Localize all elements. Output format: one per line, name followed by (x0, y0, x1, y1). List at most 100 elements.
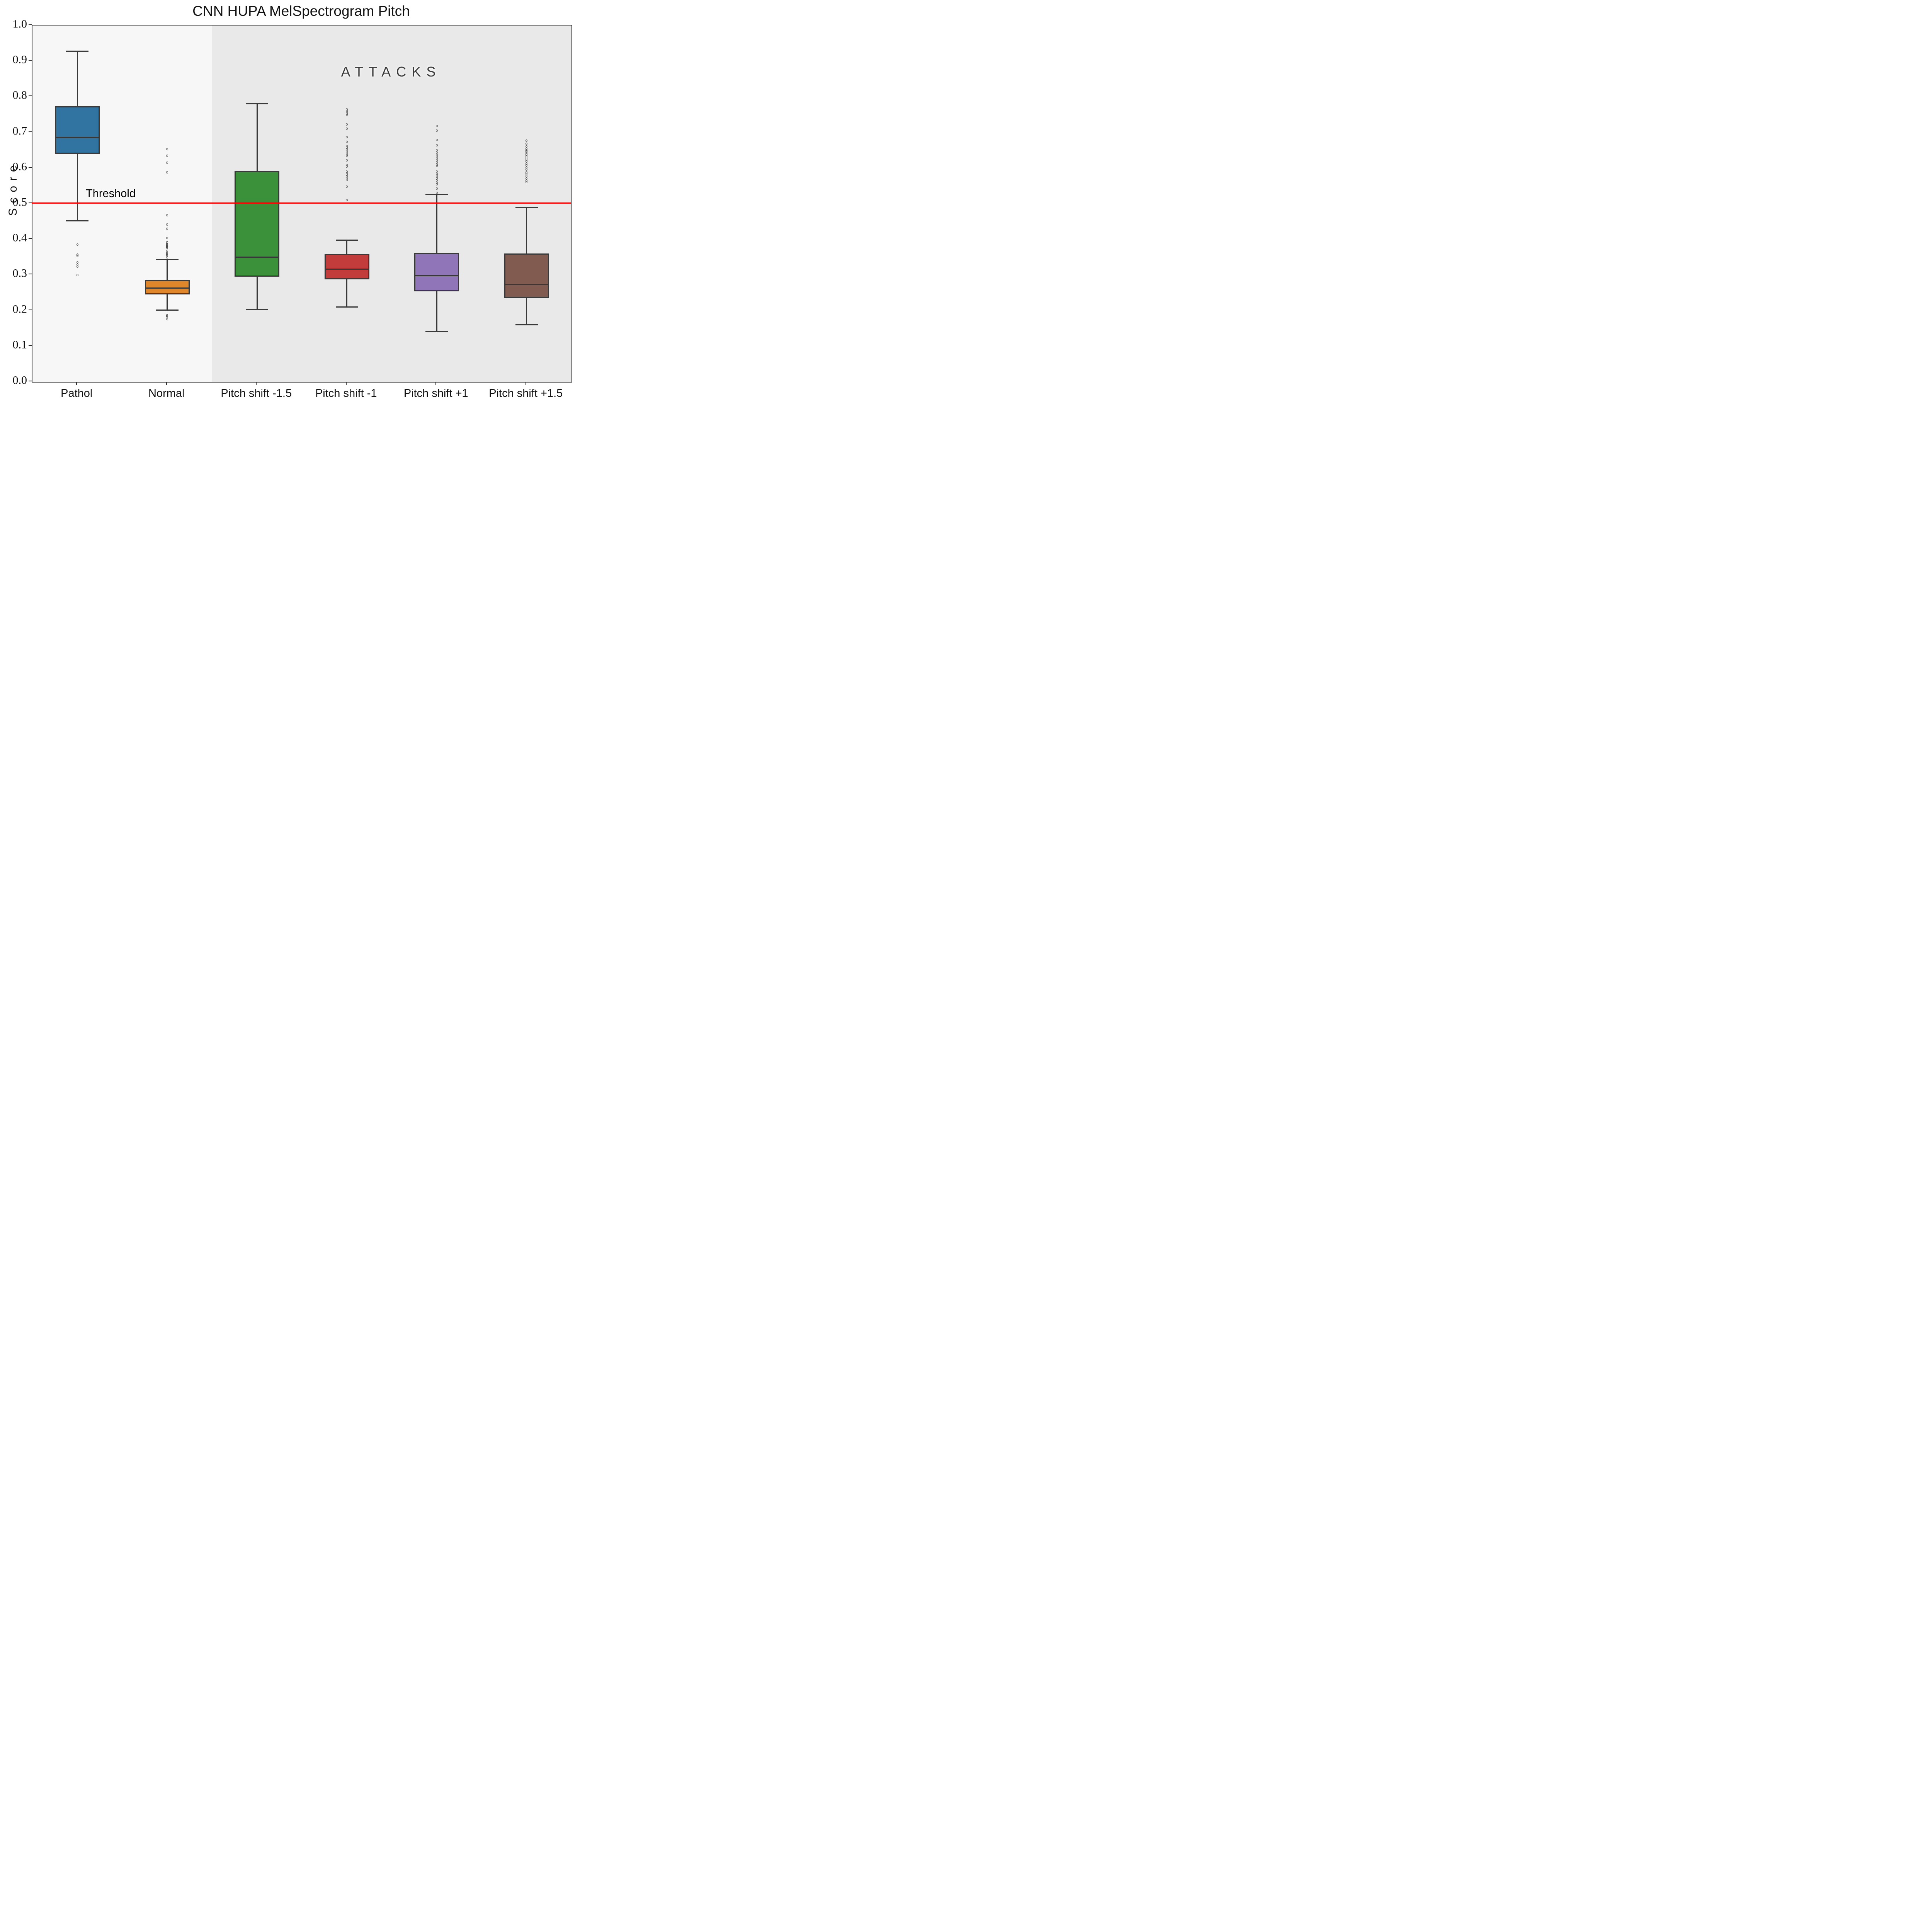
y-tick-mark (29, 345, 32, 346)
outlier-point (166, 148, 168, 150)
whisker-upper (436, 194, 437, 253)
outlier-point (76, 243, 78, 246)
boxplot-figure: CNN HUPA MelSpectrogram Pitch Score 0.0 0… (0, 0, 578, 421)
x-tick-mark (76, 382, 77, 385)
x-tick-label-2: Normal (148, 387, 185, 400)
outlier-point (526, 145, 528, 148)
outlier-point (346, 141, 348, 143)
whisker-cap-top (246, 103, 269, 105)
whisker-upper (526, 207, 527, 254)
outlier-point (346, 185, 348, 188)
outlier-point (526, 148, 528, 150)
outlier-point (435, 129, 438, 132)
outlier-point (435, 151, 438, 154)
whisker-cap-bottom (335, 306, 358, 308)
whisker-lower (436, 291, 437, 332)
y-tick-label: 0.2 (12, 303, 27, 316)
whisker-cap-bottom (246, 309, 269, 311)
outlier-point (76, 261, 78, 264)
whisker-cap-bottom (156, 310, 179, 311)
y-tick-label: 0.6 (12, 160, 27, 173)
whisker-upper (167, 259, 168, 280)
whisker-cap-bottom (515, 324, 538, 325)
outlier-point (346, 163, 348, 166)
whisker-lower (346, 279, 348, 307)
outlier-point (526, 168, 528, 171)
y-tick-mark (29, 131, 32, 132)
outlier-point (166, 214, 168, 216)
y-tick-label: 0.8 (12, 89, 27, 102)
plot-area (32, 25, 572, 383)
box-pitch-shift-+1 (414, 253, 459, 291)
x-tick-mark (256, 382, 257, 385)
outlier-point (526, 143, 528, 145)
outlier-point (526, 171, 528, 173)
y-tick-label: 0.3 (12, 267, 27, 280)
box-pitch-shift--1 (324, 254, 369, 280)
outlier-point (435, 149, 438, 151)
whisker-upper (346, 240, 348, 254)
x-tick-mark (435, 382, 437, 385)
y-tick-mark (29, 202, 32, 203)
y-tick-mark (29, 95, 32, 97)
whisker-cap-top (515, 206, 538, 208)
outlier-point (435, 172, 438, 175)
y-tick-label: 0.1 (12, 338, 27, 351)
y-tick-label: 0.0 (12, 374, 27, 387)
y-tick-label: 0.4 (12, 231, 27, 244)
outlier-point (76, 274, 78, 277)
outlier-point (346, 199, 348, 201)
y-axis-label: Score (7, 160, 19, 216)
threshold-line (32, 202, 571, 204)
x-tick-label-5: Pitch shift +1 (403, 387, 468, 400)
whisker-lower (256, 277, 258, 310)
chart-title: CNN HUPA MelSpectrogram Pitch (192, 3, 410, 19)
originals-region-band (32, 26, 212, 382)
x-tick-label-1: Pathol (61, 387, 93, 400)
whisker-cap-bottom (66, 220, 89, 221)
outlier-point (166, 161, 168, 164)
x-tick-label-3: Pitch shift -1.5 (221, 387, 292, 400)
y-tick-label: 0.5 (12, 196, 27, 209)
whisker-lower (526, 298, 527, 325)
outlier-point (346, 150, 348, 153)
y-tick-mark (29, 24, 32, 25)
whisker-lower (77, 153, 78, 221)
outlier-point (435, 153, 438, 156)
median-line (236, 256, 279, 258)
box-pitch-shift--1-5 (235, 171, 280, 277)
median-line (325, 269, 368, 270)
outlier-point (346, 145, 348, 147)
outlier-point (435, 181, 438, 184)
whisker-upper (256, 104, 258, 171)
outlier-point (526, 166, 528, 169)
median-line (505, 284, 548, 285)
y-tick-label: 0.9 (12, 53, 27, 66)
outlier-point (346, 128, 348, 130)
outlier-point (346, 159, 348, 162)
x-tick-label-4: Pitch shift -1 (315, 387, 377, 400)
x-tick-mark (345, 382, 347, 385)
outlier-point (76, 263, 78, 266)
y-tick-mark (29, 238, 32, 239)
outlier-point (526, 175, 528, 177)
outlier-point (526, 162, 528, 165)
whisker-cap-top (66, 50, 89, 52)
outlier-point (166, 223, 168, 226)
whisker-cap-top (335, 239, 358, 241)
x-tick-label-6: Pitch shift +1.5 (489, 387, 563, 400)
outlier-point (435, 160, 438, 162)
outlier-point (166, 228, 168, 230)
outlier-point (526, 139, 528, 142)
median-line (415, 275, 458, 276)
y-tick-mark (29, 167, 32, 168)
outlier-point (435, 156, 438, 158)
outlier-point (166, 249, 168, 252)
outlier-point (346, 108, 348, 111)
threshold-label: Threshold (86, 187, 136, 200)
median-line (56, 137, 99, 138)
outlier-point (166, 241, 168, 243)
outlier-point (76, 265, 78, 268)
outlier-point (166, 256, 168, 259)
outlier-point (166, 154, 168, 157)
